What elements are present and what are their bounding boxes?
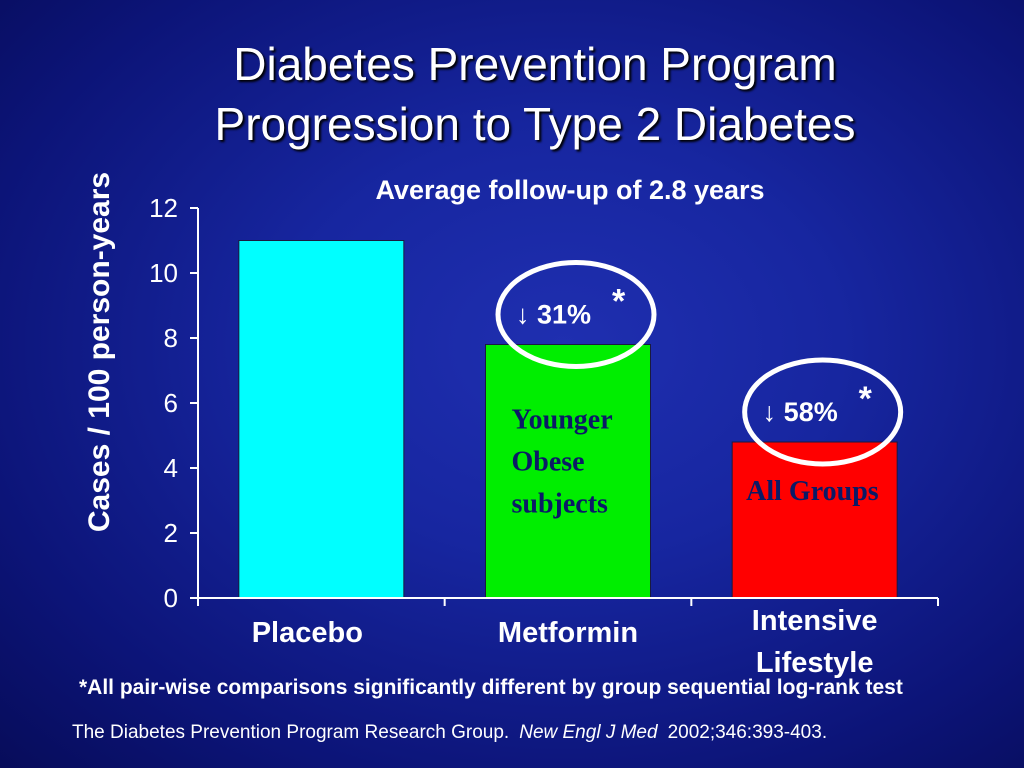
y-tick-label: 2 <box>164 518 178 548</box>
citation-ref: 2002;346:393-403. <box>667 722 828 743</box>
citation: The Diabetes Prevention Program Research… <box>72 722 1012 744</box>
annotation-ellipse <box>495 260 657 369</box>
x-category-label: Placebo <box>252 617 363 649</box>
y-tick-label: 4 <box>164 453 178 483</box>
chart-subtitle: Average follow-up of 2.8 years <box>375 175 765 205</box>
bar-note-line: Obese <box>512 447 585 478</box>
y-tick-label: 12 <box>149 193 178 223</box>
x-category-label: Metformin <box>498 617 638 649</box>
y-tick-label: 8 <box>164 323 178 353</box>
slide-title-line1: Diabetes Prevention Program <box>233 38 837 90</box>
annotation-star: * <box>612 283 626 321</box>
bar-note-line: Younger <box>512 405 613 436</box>
bar-0 <box>238 240 405 599</box>
bar-note-line: All Groups <box>746 476 879 507</box>
bar-1 <box>485 344 651 599</box>
footnote: *All pair-wise comparisons significantly… <box>79 676 903 699</box>
annotation-reduction: ↓ 58% <box>763 397 838 427</box>
citation-text: The Diabetes Prevention Program Research… <box>72 722 510 743</box>
annotation-ellipse <box>742 357 904 467</box>
x-category-label: Lifestyle <box>756 647 874 679</box>
slide-title-line2: Progression to Type 2 Diabetes <box>214 98 856 150</box>
citation-journal: New Engl J Med <box>519 722 658 743</box>
x-category-label: Intensive <box>752 605 878 637</box>
annotation-star: * <box>859 380 873 418</box>
y-tick-label: 0 <box>164 583 178 613</box>
bar-note-line: subjects <box>512 489 609 520</box>
annotation-reduction: ↓ 31% <box>516 300 591 330</box>
y-tick-label: 10 <box>149 258 178 288</box>
y-tick-label: 6 <box>164 388 178 418</box>
